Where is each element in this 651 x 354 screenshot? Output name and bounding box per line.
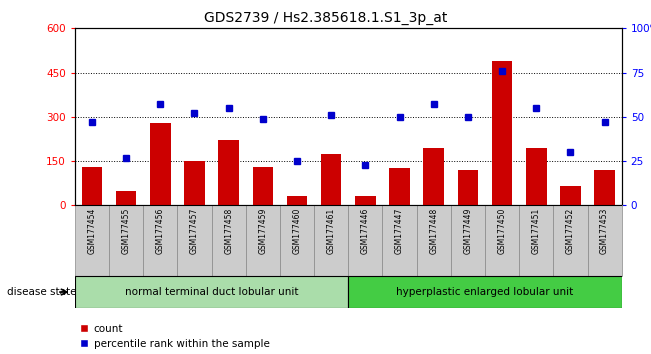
Text: hyperplastic enlarged lobular unit: hyperplastic enlarged lobular unit: [396, 287, 574, 297]
Text: disease state: disease state: [7, 287, 76, 297]
Text: GSM177459: GSM177459: [258, 207, 268, 254]
Text: GSM177461: GSM177461: [327, 207, 336, 254]
Bar: [314, 205, 348, 276]
Bar: [253, 167, 273, 205]
Bar: [177, 205, 212, 276]
Text: GSM177453: GSM177453: [600, 207, 609, 254]
Bar: [423, 148, 444, 205]
Text: GSM177457: GSM177457: [190, 207, 199, 254]
Text: normal terminal duct lobular unit: normal terminal duct lobular unit: [125, 287, 298, 297]
Text: GSM177450: GSM177450: [497, 207, 506, 254]
Bar: [280, 205, 314, 276]
Bar: [109, 205, 143, 276]
Bar: [82, 167, 102, 205]
Text: GSM177458: GSM177458: [224, 207, 233, 254]
Bar: [184, 161, 204, 205]
Bar: [212, 205, 246, 276]
Bar: [417, 205, 450, 276]
Bar: [219, 141, 239, 205]
Bar: [348, 276, 622, 308]
Text: GSM177456: GSM177456: [156, 207, 165, 254]
Legend: count, percentile rank within the sample: count, percentile rank within the sample: [80, 324, 270, 349]
Bar: [75, 276, 348, 308]
Bar: [458, 170, 478, 205]
Text: GSM177449: GSM177449: [464, 207, 473, 254]
Bar: [382, 205, 417, 276]
Bar: [286, 196, 307, 205]
Text: GSM177451: GSM177451: [532, 207, 541, 254]
Bar: [560, 186, 581, 205]
Bar: [389, 169, 409, 205]
Text: GSM177460: GSM177460: [292, 207, 301, 254]
Bar: [587, 205, 622, 276]
Bar: [246, 205, 280, 276]
Bar: [485, 205, 519, 276]
Bar: [150, 123, 171, 205]
Bar: [75, 205, 109, 276]
Text: GSM177447: GSM177447: [395, 207, 404, 254]
Text: GSM177455: GSM177455: [122, 207, 131, 254]
Text: GSM177452: GSM177452: [566, 207, 575, 254]
Bar: [594, 170, 615, 205]
Bar: [143, 205, 177, 276]
Bar: [492, 61, 512, 205]
Bar: [355, 196, 376, 205]
Bar: [348, 205, 382, 276]
Bar: [519, 205, 553, 276]
Text: GSM177454: GSM177454: [87, 207, 96, 254]
Bar: [526, 148, 546, 205]
Bar: [450, 205, 485, 276]
Bar: [321, 154, 341, 205]
Text: GSM177448: GSM177448: [429, 207, 438, 254]
Bar: [116, 190, 137, 205]
Text: GDS2739 / Hs2.385618.1.S1_3p_at: GDS2739 / Hs2.385618.1.S1_3p_at: [204, 11, 447, 25]
Text: GSM177446: GSM177446: [361, 207, 370, 254]
Bar: [553, 205, 587, 276]
